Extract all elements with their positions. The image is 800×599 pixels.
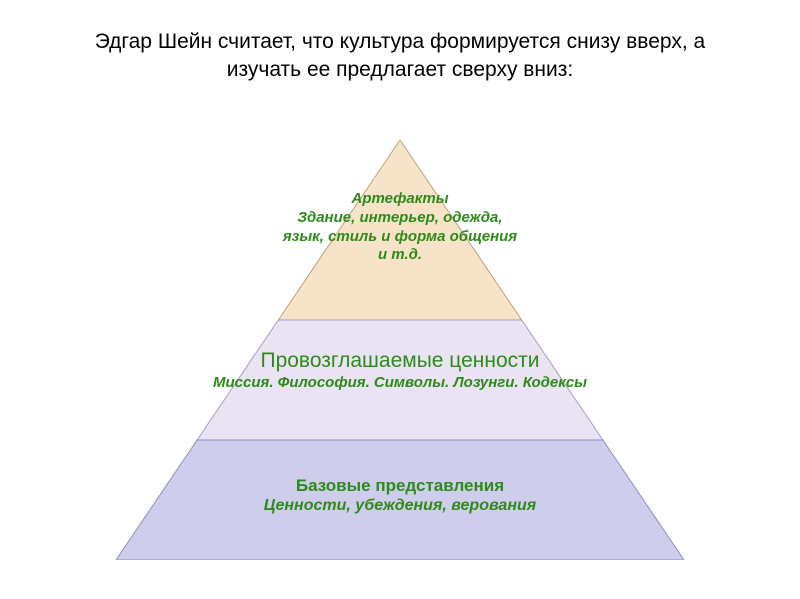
- segment-title-top: Артефакты: [116, 190, 684, 209]
- pyramid-label-middle: Провозглашаемые ценности Миссия. Философ…: [116, 348, 684, 393]
- page-title: Эдгар Шейн считает, что культура формиру…: [0, 28, 800, 85]
- segment-title-bottom: Базовые представления: [116, 475, 684, 496]
- title-line-2: изучать ее предлагает сверху вниз:: [227, 58, 573, 81]
- segment-subtitle-bottom: Ценности, убеждения, верования: [116, 496, 684, 516]
- title-line-1: Эдгар Шейн считает, что культура формиру…: [95, 30, 705, 53]
- pyramid-diagram: Артефакты Здание, интерьер, одежда, язык…: [116, 140, 684, 560]
- segment-subtitle-middle: Миссия. Философия. Символы. Лозунги. Код…: [116, 374, 684, 393]
- segment-subtitle-top: Здание, интерьер, одежда, язык, стиль и …: [116, 209, 684, 265]
- pyramid-label-top: Артефакты Здание, интерьер, одежда, язык…: [116, 190, 684, 265]
- segment-title-middle: Провозглашаемые ценности: [116, 348, 684, 374]
- slide-container: Эдгар Шейн считает, что культура формиру…: [0, 0, 800, 599]
- pyramid-label-bottom: Базовые представления Ценности, убеждени…: [116, 475, 684, 516]
